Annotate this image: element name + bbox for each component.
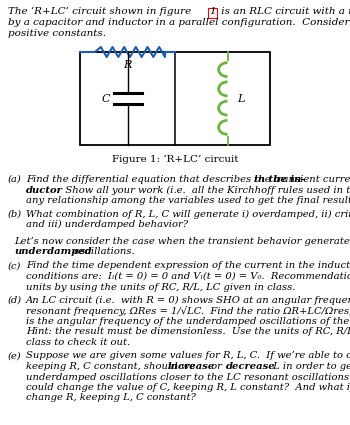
Text: increase: increase [168,362,215,371]
Text: is the angular frequency of the underdamped oscillations of the ‘R+LC’ circuit.: is the angular frequency of the underdam… [26,317,350,326]
Text: resonant frequency, ΩRes = 1/√LC.  Find the ratio ΩR+LC/Ωres, where ΩR+LC: resonant frequency, ΩRes = 1/√LC. Find t… [26,306,350,317]
Text: ductor: ductor [26,185,63,195]
Text: units by using the units of RC, R/L, LC given in class.: units by using the units of RC, R/L, LC … [26,283,295,292]
Text: 1: 1 [209,7,216,16]
Text: What combination of R, L, C will generate i) overdamped, ii) critically damped: What combination of R, L, C will generat… [26,210,350,218]
Text: Suppose we are given some values for R, L, C.  If we’re able to change L,: Suppose we are given some values for R, … [26,351,350,360]
Text: underdamped: underdamped [14,247,92,256]
Bar [208,8,217,18]
Text: any relationship among the variables used to get the final result, etc.): any relationship among the variables use… [26,196,350,205]
Text: conditions are:  Iₗ(t = 0) = 0 and Vₗ(t = 0) = V₀.  Recommendation: check: conditions are: Iₗ(t = 0) = 0 and Vₗ(t =… [26,272,350,281]
Text: oscillations.: oscillations. [71,247,135,256]
Text: Figure 1: ‘R+LC’ circuit: Figure 1: ‘R+LC’ circuit [112,155,238,164]
Text: in the in-: in the in- [254,175,305,184]
Text: by a capacitor and inductor in a parallel configuration.  Consider R, L, C arbit: by a capacitor and inductor in a paralle… [8,18,350,27]
Text: positive constants.: positive constants. [8,29,106,38]
Text: L in order to get the: L in order to get the [270,362,350,371]
Text: or: or [208,362,225,371]
Text: Find the time dependent expression of the current in the inductor.  The initial: Find the time dependent expression of th… [26,261,350,270]
Text: The ‘R+LC’ circuit shown in figure: The ‘R+LC’ circuit shown in figure [8,7,195,16]
Text: class to check it out.: class to check it out. [26,338,130,347]
Text: An LC circuit (i.e.  with R = 0) shows SHO at an angular frequency, called the: An LC circuit (i.e. with R = 0) shows SH… [26,296,350,305]
Text: decrease: decrease [226,362,276,371]
Text: (c): (c) [8,261,21,270]
Text: (a): (a) [8,175,22,184]
Text: underdamped oscillations closer to the LC resonant oscillations?  What if we: underdamped oscillations closer to the L… [26,372,350,382]
Text: keeping R, C constant, should we: keeping R, C constant, should we [26,362,198,371]
Text: (d): (d) [8,296,22,305]
Bar [80,52,270,145]
Text: change R, keeping L, C constant?: change R, keeping L, C constant? [26,394,196,402]
Text: L: L [238,94,245,104]
Text: and iii) underdamped behavior?: and iii) underdamped behavior? [26,220,188,229]
Text: R: R [123,60,132,70]
Text: is an RLC circuit with a resistor followed: is an RLC circuit with a resistor follow… [218,7,350,16]
Text: could change the value of C, keeping R, L constant?  And what if we could: could change the value of C, keeping R, … [26,383,350,392]
Text: Hint: the result must be dimensionless.  Use the units of RC, R/L provided in: Hint: the result must be dimensionless. … [26,328,350,337]
Text: Let’s now consider the case when the transient behavior generates (non-zero): Let’s now consider the case when the tra… [14,236,350,246]
Text: .  Show all your work (i.e.  all the Kirchhoff rules used in the derivation,: . Show all your work (i.e. all the Kirch… [56,185,350,195]
Text: (e): (e) [8,351,22,360]
Text: C: C [102,94,111,104]
Text: (b): (b) [8,210,22,218]
Text: Find the differential equation that describes the transient current: Find the differential equation that desc… [26,175,350,184]
